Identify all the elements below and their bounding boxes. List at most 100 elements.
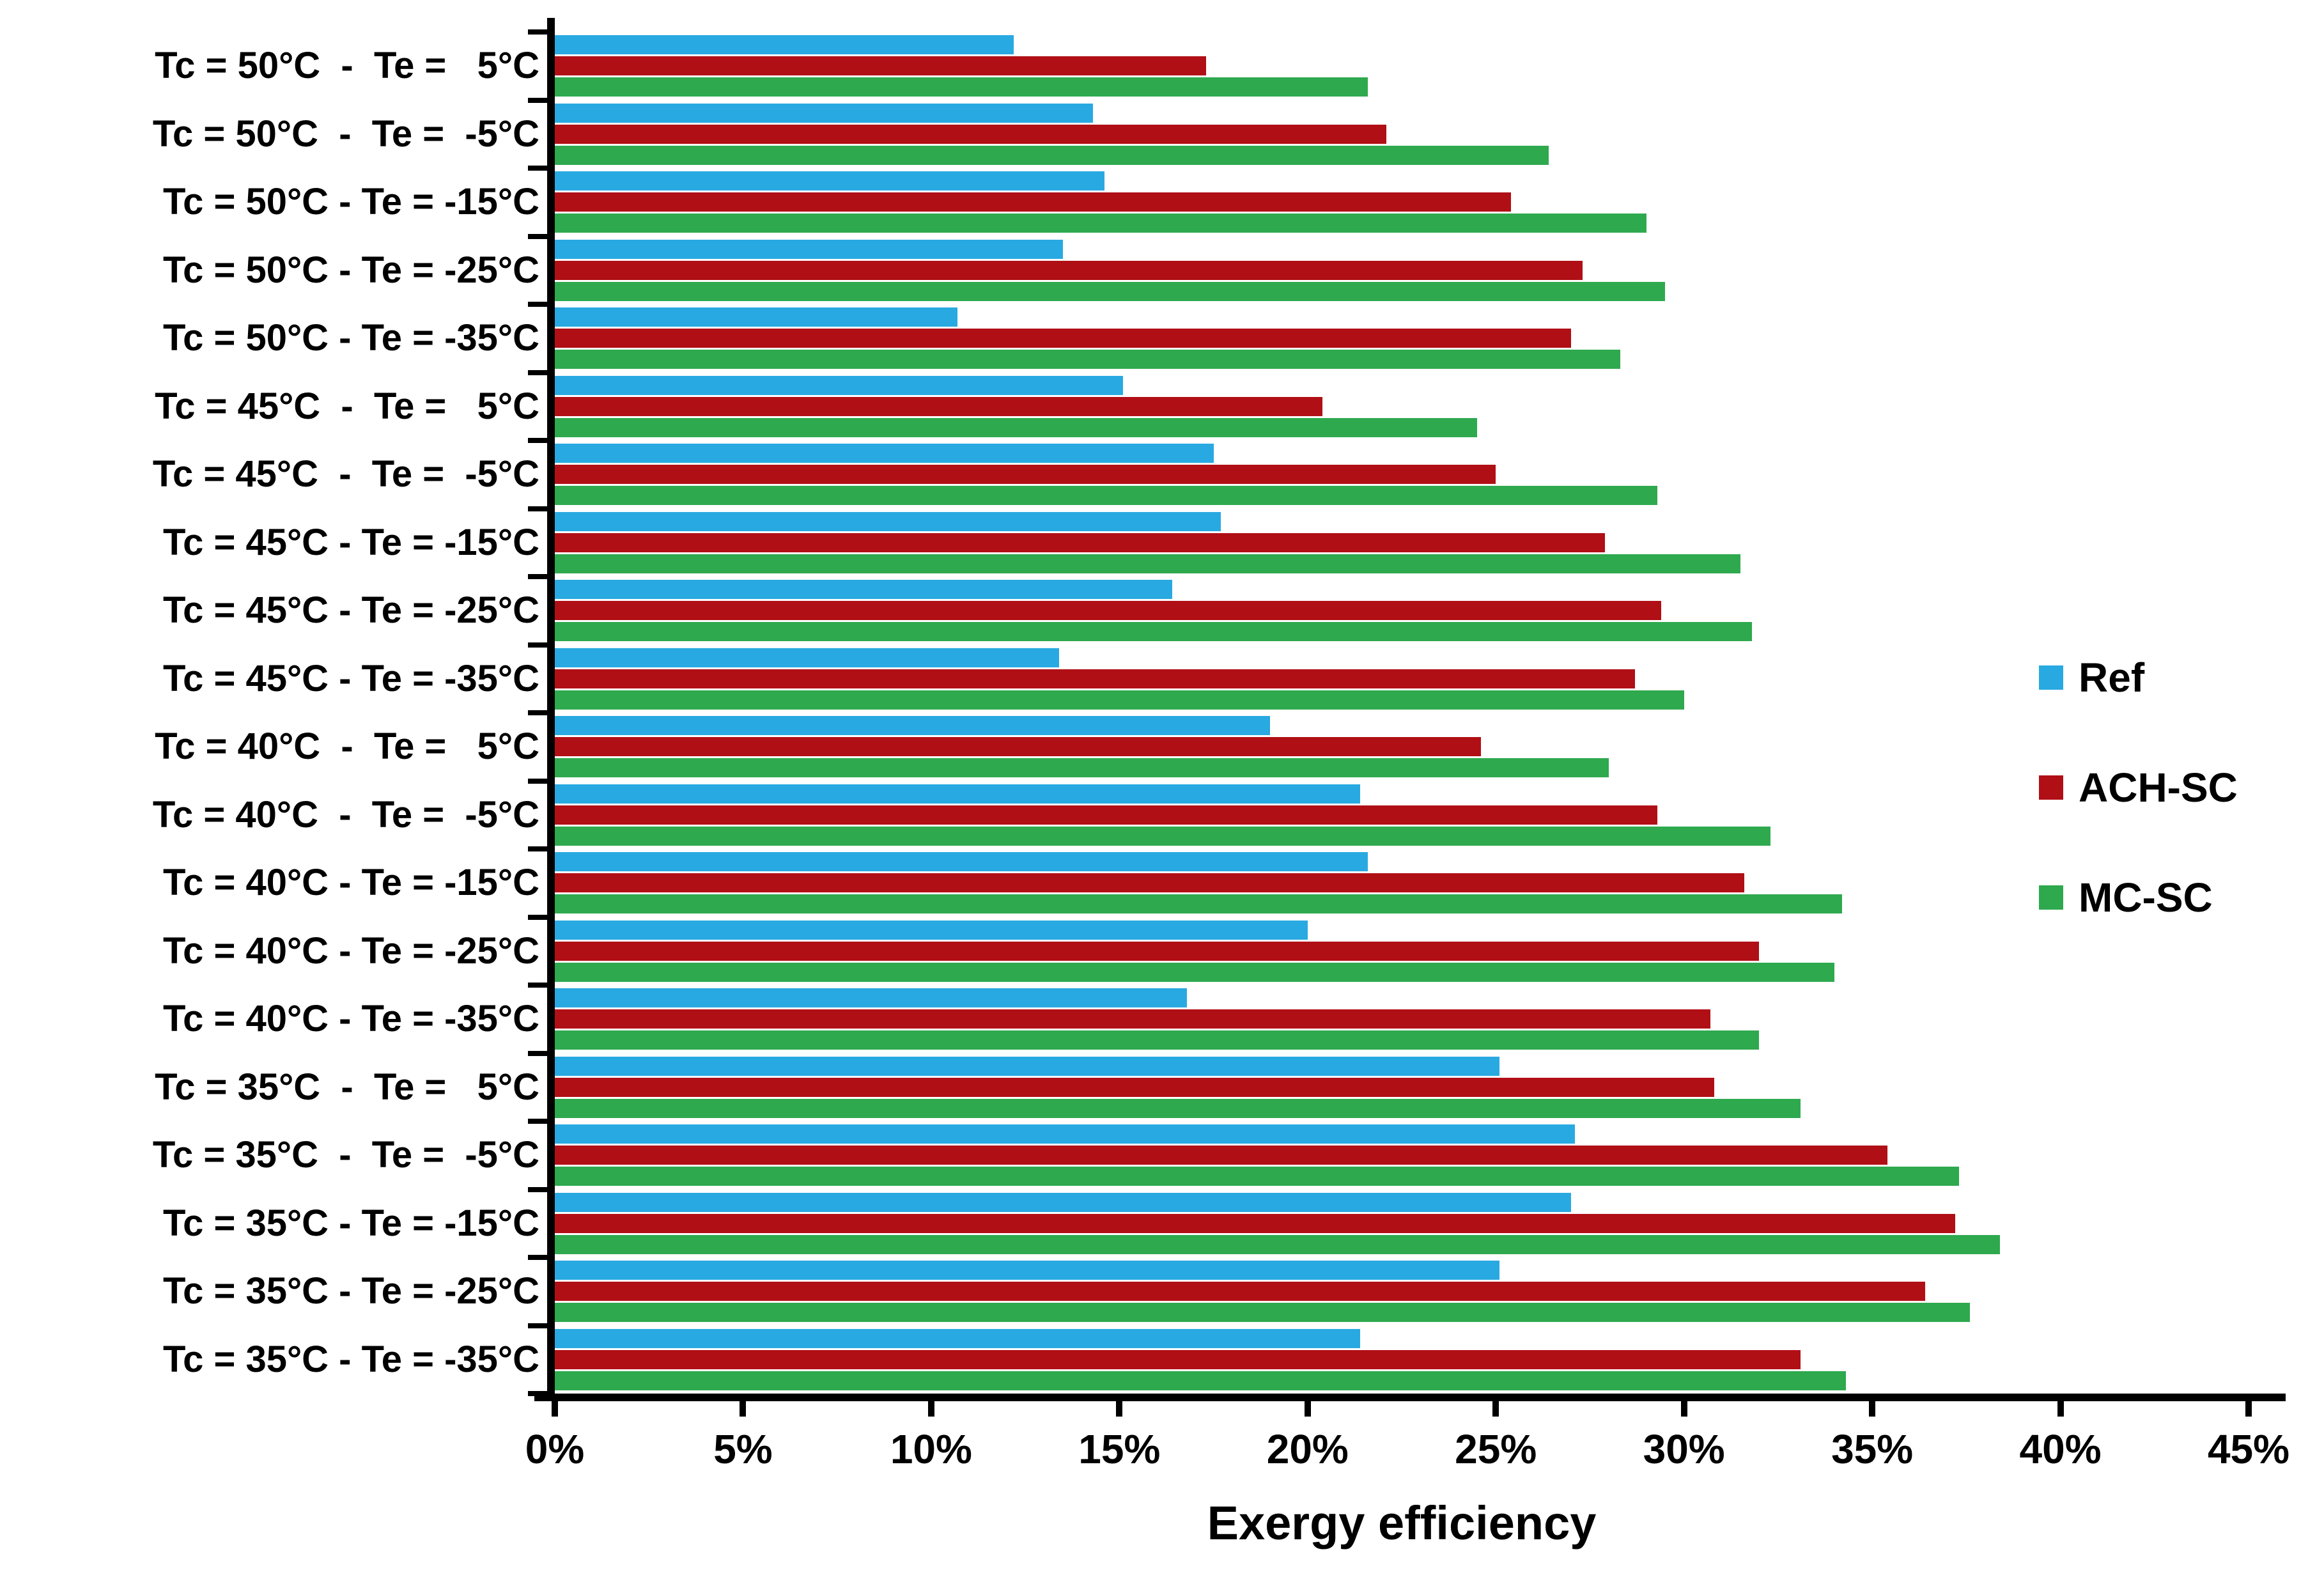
category-label: Tc = 40°C - Te = -5°C [152,793,539,835]
legend-swatch-mc-sc [2039,885,2063,910]
bar-ach-sc [555,669,1636,688]
bar-mc-sc [555,281,1666,301]
bar-ref [555,171,1104,191]
y-tick-mark [528,710,547,715]
category-label: Tc = 35°C - Te = -25°C [162,1270,539,1312]
bar-mc-sc [555,894,1842,914]
y-tick-mark [528,574,547,579]
bar-ref [555,1328,1361,1348]
category-label: Tc = 45°C - Te = -35°C [162,657,539,699]
x-tick-label: 40% [2019,1426,2102,1472]
bar-mc-sc [555,1030,1760,1050]
bar-mc-sc [555,690,1684,710]
legend-item-ach-sc: ACH-SC [2039,762,2238,813]
bar-mc-sc [555,622,1752,642]
bar-mc-sc [555,1098,1801,1118]
bar-ref [555,511,1221,531]
x-tick-label: 25% [1455,1426,1537,1472]
category-label: Tc = 35°C - Te = -5°C [152,1134,539,1176]
bar-ach-sc [555,396,1323,416]
legend-item-mc-sc: MC-SC [2039,872,2238,923]
category-label: Tc = 45°C - Te = -15°C [162,521,539,563]
bar-ref [555,648,1060,667]
y-tick-mark [528,1050,547,1056]
bar-mc-sc [555,1303,1971,1323]
bar-mc-sc [555,145,1549,165]
category-label: Tc = 45°C - Te = 5°C [155,385,539,427]
bar-ref [555,852,1368,872]
bar-ref [555,1261,1500,1280]
y-tick-mark [528,1391,547,1396]
y-axis-line [547,18,555,1401]
category-label: Tc = 50°C - Te = 5°C [155,45,539,87]
category-label: Tc = 35°C - Te = -15°C [162,1202,539,1244]
y-tick-mark [528,1255,547,1260]
x-tick-mark [1680,1401,1687,1417]
y-tick-mark [528,369,547,375]
bar-ref [555,375,1124,395]
legend-swatch-ref [2039,665,2063,690]
x-tick-mark [1304,1401,1311,1417]
bar-ach-sc [555,601,1662,621]
y-tick-mark [528,1186,547,1192]
bar-ach-sc [555,465,1496,485]
x-tick-label: 15% [1078,1426,1161,1472]
bar-ach-sc [555,192,1511,212]
y-tick-mark [528,983,547,988]
bar-ach-sc [555,737,1481,757]
bar-ach-sc [555,1009,1710,1029]
bar-ach-sc [555,1349,1801,1369]
y-tick-mark [528,97,547,103]
bar-ref [555,1056,1500,1076]
y-tick-mark [528,166,547,171]
y-tick-mark [528,506,547,511]
y-tick-mark [528,302,547,307]
bar-mc-sc [555,214,1646,233]
bar-ref [555,784,1361,804]
y-tick-mark [528,642,547,648]
bar-ref [555,239,1063,259]
bar-ref [555,1124,1575,1144]
bar-ref [555,1192,1571,1212]
category-label: Tc = 50°C - Te = -35°C [162,317,539,359]
bar-ref [555,444,1214,463]
x-tick-mark [2245,1401,2252,1417]
plot-area [555,32,2249,1394]
bar-ref [555,35,1014,55]
x-tick-mark [1492,1401,1499,1417]
x-axis-line [534,1394,2286,1401]
category-label: Tc = 35°C - Te = 5°C [155,1066,539,1108]
legend: Ref ACH-SC MC-SC [2039,652,2238,982]
category-label: Tc = 45°C - Te = -5°C [152,453,539,495]
category-label: Tc = 40°C - Te = -25°C [162,929,539,972]
y-tick-mark [528,1119,547,1124]
bar-ach-sc [555,56,1206,76]
x-tick-label: 45% [2207,1426,2290,1472]
bar-ref [555,988,1188,1008]
y-tick-mark [528,846,547,851]
bar-ref [555,103,1094,123]
category-label: Tc = 50°C - Te = -25°C [162,249,539,291]
category-label: Tc = 40°C - Te = -15°C [162,862,539,904]
bar-ach-sc [555,124,1387,144]
category-label: Tc = 50°C - Te = -15°C [162,181,539,223]
legend-swatch-ach-sc [2039,775,2063,800]
bar-mc-sc [555,486,1658,506]
legend-label: MC-SC [2079,874,2213,921]
bar-ref [555,920,1308,940]
x-tick-mark [2057,1401,2064,1417]
bar-ach-sc [555,873,1744,893]
bar-mc-sc [555,1371,1846,1390]
x-tick-label: 10% [890,1426,972,1472]
y-tick-mark [528,1323,547,1328]
bar-mc-sc [555,417,1477,437]
x-tick-mark [1116,1401,1123,1417]
bar-ach-sc [555,532,1605,552]
y-tick-mark [528,233,547,239]
bar-mc-sc [555,758,1609,778]
bar-ach-sc [555,260,1583,280]
bar-ach-sc [555,1077,1714,1097]
x-tick-label: 5% [713,1426,773,1472]
bar-mc-sc [555,350,1620,369]
x-tick-label: 20% [1266,1426,1349,1472]
